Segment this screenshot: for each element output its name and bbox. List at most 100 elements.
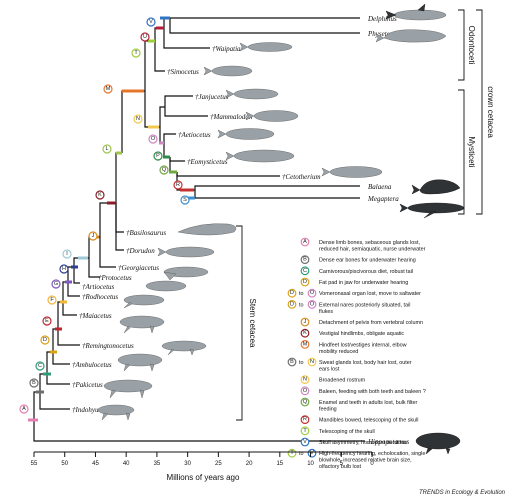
pakicetus-illustration: [103, 379, 153, 399]
legend-node-marker: [300, 317, 310, 327]
branch-megaptera: [194, 190, 360, 199]
axis-tick-label: 50: [61, 461, 68, 467]
eomysticetus-illustration: [225, 149, 295, 163]
node-T: T: [131, 48, 141, 58]
legend-text: Telescoping of the skull: [319, 429, 375, 435]
legend-text: Mandibles bowed, telescoping of the skul…: [319, 418, 419, 424]
branch-root-stem: [33, 391, 40, 420]
node-U: U: [140, 32, 150, 42]
legend-text: Fat pad in jaw for underwater hearing: [319, 280, 408, 286]
legend-node-marker: [300, 397, 310, 407]
taxon-artiocetus: †Artiocetus: [82, 283, 115, 291]
legend-node-letter: D: [290, 290, 294, 296]
legend-node-marker: [300, 255, 310, 265]
branch-maiacetus: [62, 302, 77, 316]
branch-remingtonocetus: [57, 329, 80, 346]
node-R: R: [173, 180, 183, 190]
legend-text: mobility reduced: [319, 349, 358, 355]
legend-node-letter: N: [310, 359, 314, 365]
axis-title: Millions of years ago: [167, 473, 240, 482]
node-I: I: [62, 249, 72, 259]
legend-node-marker: [300, 277, 310, 287]
balaena-illustration: [411, 179, 461, 195]
branch-eomysticetus: [169, 157, 185, 162]
branch-waipatia: [163, 28, 210, 49]
legend-range-joiner: to: [299, 360, 304, 366]
taxon-remingtonocetus: †Remingtonocetus: [82, 342, 134, 350]
node-C: C: [35, 361, 45, 371]
legend-node-marker: [307, 300, 317, 309]
legend-text: External nares posteriorly situated, tai…: [319, 302, 410, 308]
legend-node-marker: [307, 357, 317, 367]
ambulocetus-illustration: [117, 353, 163, 372]
svg-text:K: K: [98, 192, 102, 198]
svg-text:V: V: [149, 19, 153, 25]
svg-text:O: O: [151, 136, 156, 142]
label-odontoceti: Odontoceti: [467, 26, 476, 65]
svg-text:U: U: [143, 34, 147, 40]
axis-tick-label: 25: [215, 461, 222, 467]
node-A: A: [19, 404, 29, 414]
svg-text:A: A: [22, 406, 26, 412]
svg-text:D: D: [43, 337, 47, 343]
axis-ticks: 55 50 45 40 35 30 25 20 15 10 5 0: [31, 452, 374, 467]
legend-node-marker: [307, 288, 317, 298]
aetiocetus-illustration: [217, 128, 275, 140]
branch-rodhocetus: [67, 282, 80, 297]
taxon-megaptera: Megaptera: [367, 195, 399, 203]
legend-range-joiner: to: [299, 291, 304, 297]
legend-node-letter: B: [303, 257, 307, 263]
svg-text:I: I: [66, 251, 68, 257]
svg-text:C: C: [38, 363, 42, 369]
axis-tick-label: 20: [246, 461, 253, 467]
cetotherium-illustration: [321, 166, 383, 178]
maiacetus-illustration: [119, 315, 165, 334]
svg-text:E: E: [45, 318, 49, 324]
branch-cetotherium: [176, 172, 280, 177]
legend-node-letter: V: [303, 439, 307, 445]
legend-text: Dense limb bones, sebaceous glands lost,: [319, 240, 420, 246]
legend-node-marker: [287, 300, 297, 309]
legend-node-marker: [300, 237, 310, 247]
axis-tick-label: 35: [154, 461, 161, 467]
legend-text: ears lost: [319, 366, 340, 372]
legend-node-letter: R: [303, 417, 307, 423]
taxon-indohyus: †Indohyus: [72, 406, 101, 414]
node-P: P: [153, 151, 163, 161]
legend-node-letter: Q: [303, 399, 308, 405]
node-K: K: [95, 190, 105, 200]
legend-node-letter: D: [290, 301, 294, 307]
janjucetus-illustration: [225, 88, 279, 100]
legend-node-marker: [300, 375, 310, 385]
branch-georgiacetus: [99, 237, 116, 268]
node-markers: A B C D E F G H I J K L M N O P Q R S T …: [19, 17, 190, 414]
branch-artiocetus: [73, 267, 80, 284]
apomorphy-legend: A Dense limb bones, sebaceous glands lost…: [287, 237, 426, 470]
taxon-ambulocetus: †Ambulocetus: [72, 361, 112, 369]
delphinus-illustration: [385, 3, 447, 21]
animal-silhouettes: [97, 3, 465, 455]
taxon-physeter: Physeter: [367, 30, 393, 38]
group-brackets: [236, 9, 483, 421]
taxon-basilosaurus: †Basilosaurus: [126, 229, 166, 237]
odontoceti-bracket: [458, 9, 465, 81]
taxon-pakicetus: †Pakicetus: [72, 381, 103, 389]
legend-text: Baleen, feeding with both teeth and bale…: [319, 389, 426, 395]
legend-text: Broadened rostrum: [319, 378, 366, 384]
svg-text:Q: Q: [162, 167, 167, 173]
node-L: L: [102, 144, 112, 154]
mysticeti-bracket: [458, 89, 465, 215]
rodhocetus-illustration: [123, 294, 165, 309]
node-F: F: [47, 295, 57, 305]
taxon-balaena: Balaena: [368, 183, 392, 191]
branch-protocetus: [88, 258, 100, 278]
legend-text: Vomeronasal organ lost, move to saltwate…: [319, 291, 421, 297]
protocetus-illustration: [145, 280, 187, 292]
taxon-eomysticetus: †Eomysticetus: [187, 158, 228, 166]
taxon-dorudon: †Dorudon: [126, 247, 155, 255]
node-B: B: [29, 378, 39, 388]
legend-node-marker: [300, 328, 310, 338]
axis-tick-label: 40: [123, 461, 130, 467]
svg-text:R: R: [176, 182, 180, 188]
